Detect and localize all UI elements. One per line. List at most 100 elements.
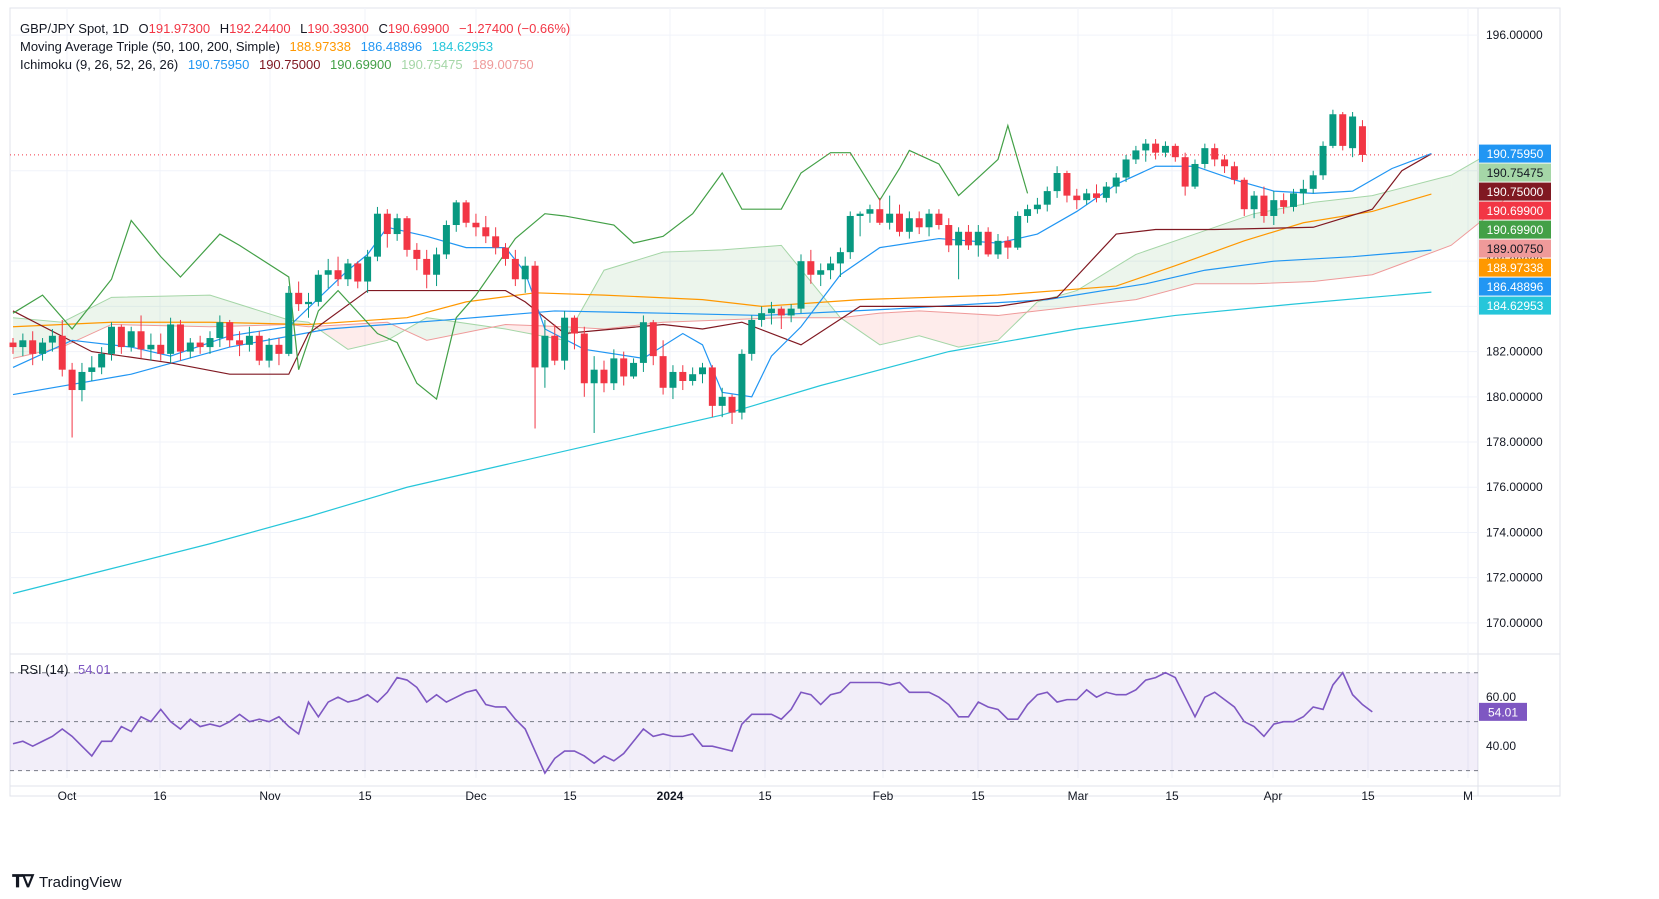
candle: [442, 220, 450, 259]
candle: [649, 319, 657, 366]
candle-body: [176, 324, 184, 352]
candle-body: [580, 333, 588, 384]
cloud-segment: [663, 249, 723, 323]
candle-body: [324, 270, 332, 275]
candle: [1211, 143, 1219, 167]
price-label: 186.48896: [1479, 277, 1551, 296]
candle-body: [807, 261, 815, 275]
close-label: C: [378, 21, 388, 36]
candle: [295, 281, 303, 311]
tradingview-brand[interactable]: 𝐓∇ TradingView: [12, 872, 122, 892]
candle-body: [1063, 173, 1071, 196]
candle: [147, 333, 155, 361]
candle: [600, 360, 608, 393]
candle: [767, 301, 775, 325]
price-tick-label: 170.00000: [1486, 616, 1543, 630]
candle: [383, 209, 391, 248]
price-label-text: 188.97338: [1487, 261, 1544, 275]
candle: [1250, 191, 1258, 219]
candle: [836, 247, 844, 278]
candle-body: [1290, 193, 1297, 207]
candle: [413, 243, 421, 271]
candle-body: [78, 371, 86, 391]
candle: [1329, 109, 1337, 149]
candle-body: [1329, 114, 1337, 146]
candle-body: [945, 225, 953, 246]
base-line: [12, 153, 1432, 375]
candle-body: [403, 218, 411, 250]
candle: [708, 365, 716, 418]
candle: [699, 362, 706, 384]
cloud-segment: [111, 295, 210, 327]
cloud-segment: [919, 310, 959, 348]
price-label: 190.75000: [1479, 182, 1551, 201]
candle-body: [1358, 126, 1366, 155]
candle: [590, 356, 598, 433]
candle: [108, 322, 115, 361]
candle-body: [836, 252, 844, 264]
candle-body: [846, 215, 854, 253]
candle-body: [718, 396, 726, 406]
symbol-title[interactable]: GBP/JPY Spot, 1D: [20, 21, 129, 36]
rsi-value-box: [1479, 702, 1527, 721]
candle: [344, 258, 352, 287]
candle: [462, 200, 470, 228]
rsi-value-label: 54.01: [1479, 702, 1527, 721]
ma-legend-label[interactable]: Moving Average Triple (50, 100, 200, Sim…: [20, 39, 280, 54]
candle: [186, 338, 194, 359]
ichimoku-legend-label[interactable]: Ichimoku (9, 26, 52, 26, 26): [20, 57, 179, 72]
candle-body: [610, 358, 618, 384]
candle-body: [127, 331, 135, 348]
candle-body: [964, 231, 972, 246]
candle: [679, 365, 687, 391]
high-label: H: [219, 21, 230, 36]
ma-legend: Moving Average Triple (50, 100, 200, Sim…: [20, 38, 499, 56]
candle: [1260, 186, 1268, 223]
price-label-text: 186.48896: [1487, 280, 1544, 294]
candle: [1004, 236, 1012, 259]
candle: [630, 358, 638, 379]
candle: [314, 270, 322, 307]
price-label-box: [1479, 296, 1551, 315]
time-tick-label: 15: [563, 789, 577, 803]
candle-body: [1270, 200, 1278, 216]
candle: [886, 195, 894, 230]
candle-body: [1102, 186, 1110, 198]
candle-body: [1004, 240, 1012, 248]
candle-body: [1093, 193, 1100, 198]
candle-body: [216, 322, 224, 339]
candle: [1221, 154, 1229, 174]
ma50-value: 188.97338: [289, 39, 351, 54]
candle-body: [452, 202, 460, 226]
candle-body: [462, 202, 470, 223]
candle: [236, 331, 244, 357]
candle: [787, 304, 795, 323]
candle: [354, 261, 362, 289]
rsi-legend-label[interactable]: RSI (14): [20, 662, 69, 677]
candle: [245, 326, 253, 352]
candle: [492, 227, 500, 255]
candle-body: [117, 326, 125, 348]
candle: [1063, 170, 1071, 203]
time-tick-label: 15: [1361, 789, 1375, 803]
candle-body: [708, 367, 716, 406]
candle: [58, 319, 66, 377]
price-label-box: [1479, 220, 1551, 239]
candle: [137, 315, 145, 359]
candle-body: [305, 301, 312, 305]
lagging-value: 190.69900: [330, 57, 392, 72]
candle: [127, 326, 135, 352]
candle: [748, 315, 756, 361]
candle-body: [334, 270, 342, 280]
price-tick-label: 174.00000: [1486, 525, 1543, 539]
candle: [994, 234, 1002, 259]
candle-body: [1349, 116, 1357, 149]
candle-body: [1230, 166, 1238, 180]
candle-body: [1319, 145, 1327, 176]
candle: [1093, 184, 1100, 203]
candle-body: [108, 326, 115, 354]
candle-body: [974, 231, 982, 246]
candle: [964, 225, 972, 250]
candle-body: [551, 335, 559, 361]
candle-body: [561, 317, 569, 361]
